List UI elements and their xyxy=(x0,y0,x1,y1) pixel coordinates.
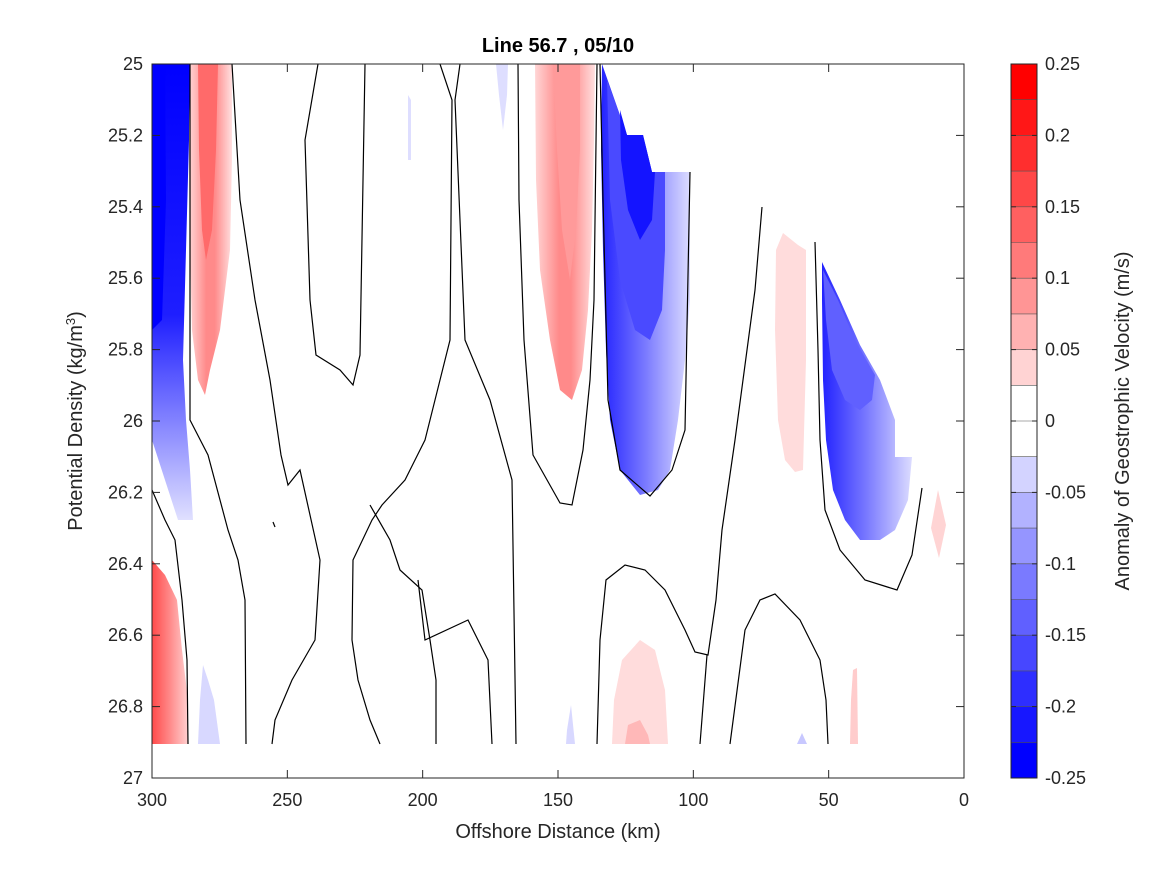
contour-line xyxy=(454,64,517,745)
colorbar-tick-label: 0 xyxy=(1045,411,1055,431)
positive-anomaly-280km-core xyxy=(198,64,218,260)
colorbar-ticks: 0.25 0.2 0.15 0.1 0.05 0 -0.05 -0.1 -0.15 -0.2 -0.… xyxy=(1011,54,1086,788)
contour-line xyxy=(231,64,321,745)
y-tick-label: 26.2 xyxy=(108,482,143,502)
colorbar-tick-label: -0.15 xyxy=(1045,625,1086,645)
x-tick-label: 50 xyxy=(819,790,839,810)
zero-contours xyxy=(152,64,923,745)
colorbar-band xyxy=(1011,421,1037,458)
contour-line xyxy=(814,241,923,591)
x-tick-label: 300 xyxy=(137,790,167,810)
y-tick-label: 26.4 xyxy=(108,554,143,574)
contour-line xyxy=(152,489,189,745)
contour-line xyxy=(304,64,366,387)
contour-line xyxy=(599,64,691,497)
y-tick-label: 27 xyxy=(123,768,143,788)
y-tick-label: 25.2 xyxy=(108,125,143,145)
colorbar-tick-label: -0.2 xyxy=(1045,697,1076,717)
colorbar-band xyxy=(1011,99,1037,136)
y-tick-label: 26.6 xyxy=(108,625,143,645)
colorbar-tick-label: 0.2 xyxy=(1045,125,1070,145)
colorbar-band xyxy=(1011,135,1037,172)
colorbar-tick-label: -0.05 xyxy=(1045,482,1086,502)
y-axis-label-main: Potential Density (kg/m xyxy=(65,325,87,531)
contour-line xyxy=(417,579,493,745)
contour-line xyxy=(729,593,829,745)
contour-line xyxy=(699,654,708,745)
colorbar-band xyxy=(1011,171,1037,208)
negative-anomaly-bottom-60km xyxy=(797,733,807,744)
colorbar-band xyxy=(1011,313,1037,351)
colorbar-band xyxy=(1011,670,1037,708)
y-tick-label: 25.6 xyxy=(108,268,143,288)
contour-line xyxy=(351,64,453,745)
colorbar-tick-label: -0.25 xyxy=(1045,768,1086,788)
positive-anomaly-bottom-120km-core xyxy=(625,720,650,744)
colorbar-band xyxy=(1011,742,1037,779)
colorbar: 0.25 0.2 0.15 0.1 0.05 0 -0.05 -0.1 -0.15 -0.2 -0.… xyxy=(1010,54,1134,788)
contour-line xyxy=(596,206,763,745)
x-tick-label: 150 xyxy=(543,790,573,810)
negative-anomaly-205km xyxy=(408,95,411,160)
anomaly-field xyxy=(152,64,964,778)
colorbar-band xyxy=(1011,563,1037,600)
positive-anomaly-150km-core xyxy=(553,64,580,280)
y-axis: 25 25.2 25.4 25.6 25.8 26 26.2 26.4 26.6 26.8 27 xyxy=(108,54,964,788)
y-axis-label: Potential Density (kg/m3) xyxy=(63,311,88,531)
contour-line xyxy=(517,64,598,506)
chart-title: Line 56.7 , 05/10 xyxy=(482,35,634,57)
x-tick-label: 250 xyxy=(272,790,302,810)
colorbar-band xyxy=(1011,349,1037,386)
colorbar-band xyxy=(1011,385,1037,422)
colorbar-band xyxy=(1011,242,1037,279)
negative-anomaly-172km xyxy=(496,64,508,130)
y-axis-label-superscript: 3 xyxy=(63,318,78,325)
colorbar-band xyxy=(1011,706,1037,743)
contour-line xyxy=(369,504,437,744)
positive-anomaly-65km xyxy=(775,233,806,472)
colorbar-band xyxy=(1011,64,1037,101)
x-axis: 300 250 200 150 100 50 0 xyxy=(137,64,969,810)
positive-anomaly-bottom-left xyxy=(152,560,188,744)
y-tick-label: 25 xyxy=(123,54,143,74)
colorbar-band xyxy=(1011,599,1037,636)
negative-anomaly-offshore-core xyxy=(152,64,166,330)
contour-line xyxy=(189,64,247,745)
colorbar-band xyxy=(1011,278,1037,315)
negative-anomaly-120km-peak xyxy=(620,110,655,240)
y-axis-label-end: ) xyxy=(65,311,87,318)
colorbar-band xyxy=(1011,528,1037,565)
colorbar-tick-label: -0.1 xyxy=(1045,554,1076,574)
y-tick-label: 26.8 xyxy=(108,697,143,717)
contour-line xyxy=(272,521,276,528)
colorbar-tick-label: 0.25 xyxy=(1045,54,1080,74)
x-tick-label: 100 xyxy=(678,790,708,810)
negative-anomaly-bottom-280km xyxy=(198,665,220,744)
x-tick-label: 200 xyxy=(408,790,438,810)
negative-anomaly-40km-core xyxy=(823,270,875,410)
colorbar-tick-label: 0.15 xyxy=(1045,197,1080,217)
colorbar-band xyxy=(1011,635,1037,672)
positive-anomaly-bottom-120km xyxy=(612,640,668,744)
y-tick-label: 25.4 xyxy=(108,197,143,217)
colorbar-label: Anomaly of Geostrophic Velocity (m/s) xyxy=(1112,251,1134,590)
positive-anomaly-bottom-40km xyxy=(850,668,858,744)
colorbar-tick-label: 0.05 xyxy=(1045,340,1080,360)
colorbar-band xyxy=(1011,492,1037,529)
colorbar-band xyxy=(1011,206,1037,243)
positive-anomaly-nearshore xyxy=(931,490,946,558)
colorbar-tick-label: 0.1 xyxy=(1045,268,1070,288)
y-tick-label: 26 xyxy=(123,411,143,431)
colorbar-bands xyxy=(1011,63,1037,779)
x-axis-label: Offshore Distance (km) xyxy=(455,821,660,843)
colorbar-band xyxy=(1011,456,1037,493)
y-tick-label: 25.8 xyxy=(108,340,143,360)
negative-anomaly-bottom-145km xyxy=(566,705,575,744)
x-tick-label: 0 xyxy=(959,790,969,810)
